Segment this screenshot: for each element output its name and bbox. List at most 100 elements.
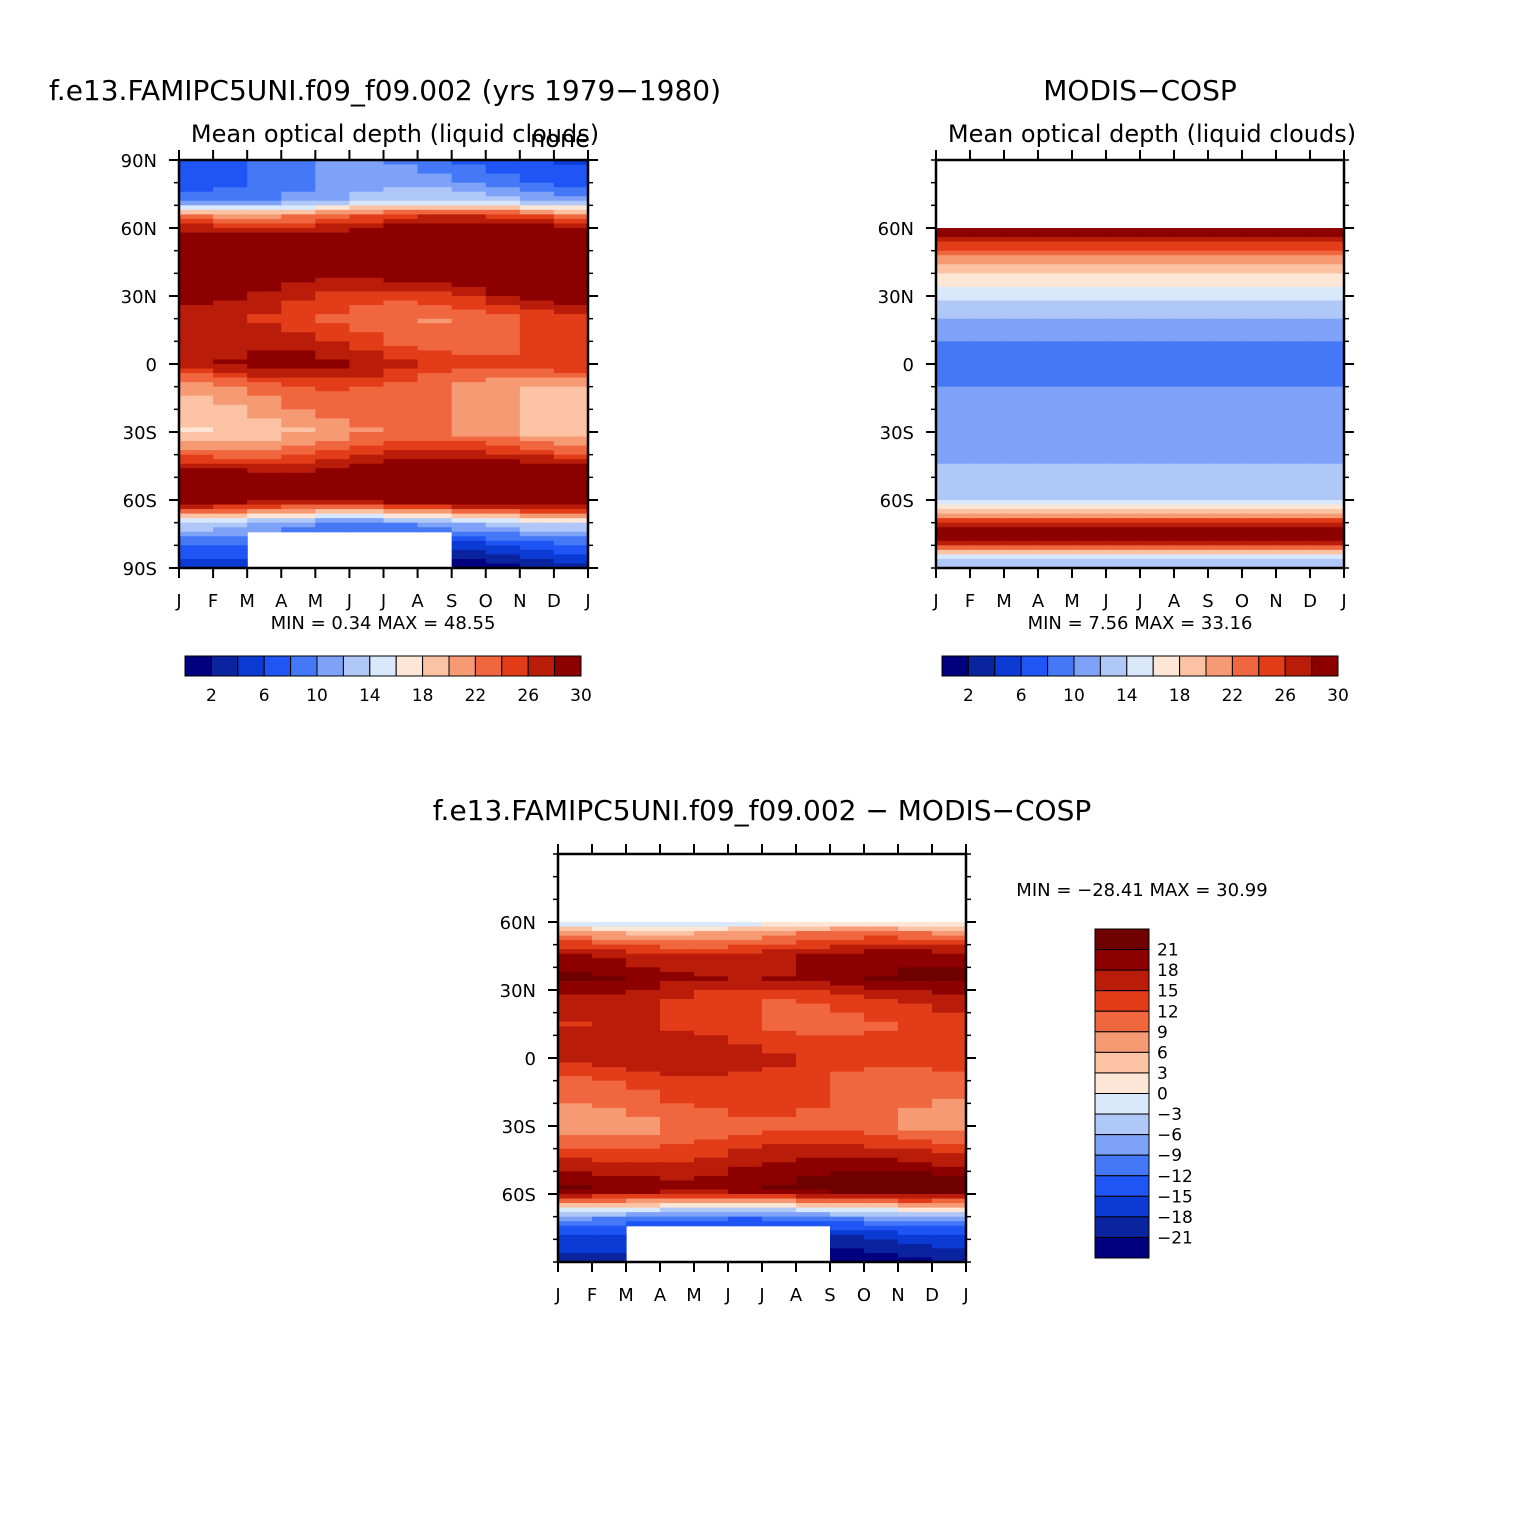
field-cell: [519, 454, 555, 460]
field-cell: [970, 549, 1005, 555]
field-cell: [1310, 527, 1345, 533]
field-cell: [1072, 441, 1107, 447]
field-cell: [179, 518, 214, 524]
field-cell: [592, 1039, 627, 1045]
field-cell: [553, 273, 589, 279]
field-cell: [626, 1189, 661, 1195]
field-cell: [1310, 246, 1345, 252]
field-cell: [519, 536, 555, 542]
field-cell: [1242, 450, 1277, 456]
field-cell: [626, 1221, 661, 1227]
field-cell: [626, 1153, 661, 1159]
field-cell: [1140, 296, 1175, 302]
field-cell: [970, 305, 1005, 311]
field-cell: [1004, 454, 1039, 460]
field-cell: [553, 178, 589, 184]
field-cell: [762, 1017, 797, 1023]
field-cell: [660, 1094, 695, 1100]
field-cell: [932, 962, 967, 968]
field-cell: [519, 518, 555, 524]
field-cell: [1072, 400, 1107, 406]
field-cell: [179, 441, 214, 447]
field-cell: [796, 1139, 831, 1145]
field-cell: [1208, 427, 1243, 433]
field-cell: [417, 182, 453, 188]
field-cell: [796, 1135, 831, 1141]
field-cell: [451, 391, 487, 397]
field-cell: [1140, 404, 1175, 410]
field-cell: [1004, 300, 1039, 306]
field-cell: [932, 1021, 967, 1027]
field-cell: [932, 1067, 967, 1073]
field-cell: [1310, 531, 1345, 537]
field-cell: [349, 218, 385, 225]
field-cell: [1038, 300, 1073, 306]
field-cell: [970, 527, 1005, 533]
field-cell: [660, 999, 695, 1005]
field-cell: [660, 990, 695, 996]
field-cell: [519, 332, 555, 338]
field-cell: [1072, 554, 1107, 560]
field-cell: [1242, 264, 1277, 270]
field-cell: [281, 282, 316, 288]
field-cell: [592, 953, 627, 959]
field-cell: [247, 323, 282, 329]
x-tick-label: S: [446, 591, 457, 612]
field-cell: [728, 1062, 763, 1068]
colorbar-label: 30: [570, 686, 592, 706]
field-cell: [1106, 305, 1141, 311]
field-cell: [936, 395, 971, 401]
field-cell: [213, 264, 248, 270]
field-cell: [694, 935, 729, 941]
field-cell: [932, 1121, 967, 1127]
field-cell: [1276, 540, 1311, 546]
field-cell: [1038, 450, 1073, 456]
field-cell: [485, 232, 521, 238]
field-cell: [694, 962, 729, 968]
field-cell: [553, 459, 589, 465]
field-cell: [383, 454, 419, 460]
field-cell: [1310, 377, 1345, 383]
field-cell: [1072, 477, 1107, 483]
field-cell: [1242, 250, 1277, 256]
field-cell: [315, 454, 351, 460]
field-cell: [485, 309, 521, 315]
field-cell: [558, 1252, 593, 1259]
field-cell: [247, 173, 282, 179]
field-cell: [626, 1212, 661, 1218]
field-cell: [1072, 232, 1107, 238]
field-cell: [970, 540, 1005, 546]
field-cell: [936, 518, 971, 524]
field-cell: [1072, 282, 1107, 288]
field-cell: [383, 209, 419, 215]
field-cell: [519, 373, 555, 379]
field-cell: [519, 200, 555, 206]
field-cell: [247, 223, 282, 229]
field-cell: [1004, 250, 1039, 256]
field-cell: [349, 169, 385, 175]
field-cell: [1072, 545, 1107, 551]
field-cell: [694, 1058, 729, 1064]
field-cell: [417, 250, 453, 256]
field-cell: [485, 291, 521, 297]
field-cell: [1310, 373, 1345, 379]
field-cell: [864, 931, 899, 937]
field-cell: [179, 509, 214, 515]
field-cell: [626, 1048, 661, 1055]
field-cell: [898, 1116, 933, 1123]
field-cell: [796, 1184, 831, 1191]
field-cell: [383, 296, 419, 302]
field-cell: [1072, 300, 1107, 306]
field-cell: [626, 1058, 661, 1064]
field-cell: [898, 1230, 933, 1236]
field-cell: [932, 953, 967, 959]
field-cell: [660, 967, 695, 973]
field-cell: [247, 305, 282, 311]
field-cell: [179, 459, 214, 465]
x-tick-label: J: [724, 1285, 730, 1306]
colorbar-swatch: [237, 655, 265, 677]
field-cell: [932, 999, 967, 1005]
field-cell: [213, 191, 248, 197]
field-cell: [519, 531, 555, 537]
field-cell: [315, 187, 351, 193]
